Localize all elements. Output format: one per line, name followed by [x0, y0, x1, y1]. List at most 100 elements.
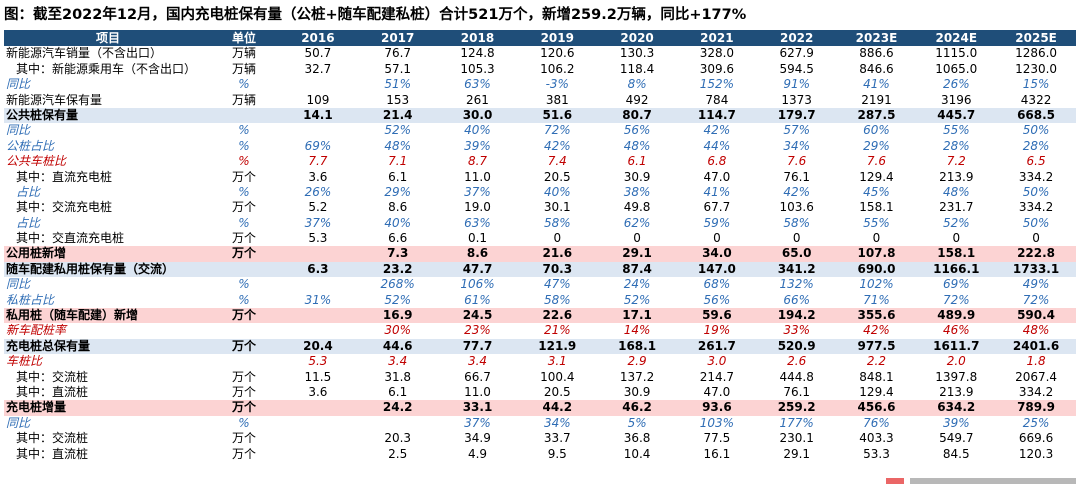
value-cell: [278, 447, 358, 462]
table-row: 其中：交流桩 万个 20.3 34.9 33.7 36.8 77.5 230.1 403.3 54…: [4, 431, 1076, 446]
value-cell: 10.4: [623, 446, 651, 461]
value-cell: 38%: [623, 184, 651, 199]
value-cell: [278, 277, 358, 292]
row-unit: 万个: [231, 369, 256, 384]
value-cell: 19%: [703, 323, 731, 338]
value-cell: 381: [545, 92, 569, 107]
row-label: 充电桩增量: [6, 400, 67, 415]
value-cell: 76.1: [783, 169, 811, 184]
value-cell: 29%: [863, 138, 890, 153]
value-cell: 62%: [623, 215, 651, 230]
value-cell: 0: [792, 231, 801, 246]
value-cell: 627.9: [779, 46, 814, 61]
row-unit: %: [238, 123, 250, 138]
value-cell: 1166.1: [933, 261, 980, 276]
value-cell: 334.2: [1018, 169, 1054, 184]
value-cell: [278, 431, 358, 446]
value-cell: 22.6: [542, 308, 573, 323]
value-cell: 63%: [464, 77, 491, 92]
value-cell: 7.7: [308, 154, 328, 169]
header-cell: 2021: [700, 31, 734, 45]
value-cell: [278, 308, 358, 323]
value-cell: 2191: [861, 92, 892, 107]
value-cell: 58%: [543, 292, 571, 307]
value-cell: 61%: [464, 292, 491, 307]
value-cell: 124.8: [460, 46, 495, 61]
value-cell: 9.5: [547, 446, 567, 461]
value-cell: 16.1: [703, 446, 731, 461]
value-cell: 76.7: [384, 46, 412, 61]
value-cell: 2067.4: [1015, 369, 1058, 384]
value-cell: 4.9: [467, 446, 488, 461]
row-label: 新能源汽车保有量: [6, 92, 103, 107]
value-cell: 6.8: [707, 154, 727, 169]
value-cell: 80.7: [622, 107, 652, 122]
table-row: 新车配桩率 30% 23% 21% 14% 19% 33% 42% 46% 48%: [4, 323, 1076, 338]
value-cell: 130.3: [619, 46, 655, 61]
value-cell: 0: [952, 231, 961, 246]
value-cell: 21%: [543, 323, 571, 338]
value-cell: 7.1: [388, 154, 408, 169]
value-cell: 42%: [703, 123, 731, 138]
row-unit: 万个: [231, 384, 256, 399]
row-label: 同比: [6, 123, 31, 138]
value-cell: 129.4: [859, 169, 894, 184]
value-cell: 42%: [783, 184, 811, 199]
value-cell: 132%: [779, 277, 814, 292]
value-cell: 47.0: [703, 384, 731, 399]
value-cell: [278, 323, 358, 338]
value-cell: 14.1: [303, 107, 333, 122]
value-cell: 91%: [783, 77, 811, 92]
value-cell: 28%: [1022, 138, 1050, 153]
table-row: 其中：直流桩 万个 2.5 4.9 9.5 10.4 16.1 29.1 53.3 84.5 120…: [4, 447, 1076, 462]
value-cell: 42%: [543, 138, 571, 153]
value-cell: 87.4: [622, 261, 652, 276]
value-cell: 106%: [460, 277, 495, 292]
value-cell: 147.0: [697, 261, 736, 276]
value-cell: 37%: [464, 184, 491, 199]
value-cell: 4322: [1020, 92, 1052, 107]
row-label: 公用桩新增: [6, 246, 67, 261]
table-row: 占比% 37% 40% 63% 58% 62% 59% 58% 55% 52% 50%: [4, 216, 1076, 231]
value-cell: [278, 77, 358, 92]
value-cell: 231.7: [939, 200, 974, 215]
value-cell: 36.8: [623, 431, 651, 446]
value-cell: 51.6: [542, 107, 573, 122]
value-cell: 50%: [1022, 215, 1050, 230]
table-row: 新能源汽车销量（不含出口） 万辆 50.7 76.7 124.8 120.6 130.3 32…: [4, 46, 1076, 61]
value-cell: 153: [386, 92, 410, 107]
row-label: 其中：直流充电桩: [16, 169, 113, 184]
value-cell: 7.2: [946, 154, 966, 169]
value-cell: 6.1: [388, 384, 408, 399]
value-cell: 5.3: [308, 354, 328, 369]
row-label: 随车配建私用桩保有量（交流）: [6, 261, 175, 276]
value-cell: 51%: [384, 77, 412, 92]
value-cell: 39%: [464, 138, 491, 153]
value-cell: 403.3: [859, 431, 894, 446]
table-body: 新能源汽车销量（不含出口） 万辆 50.7 76.7 124.8 120.6 130.3 32…: [4, 46, 1076, 462]
table-row: 充电桩增量 万个 24.2 33.1 44.2 46.2 93.6 259.2 456.6 634…: [4, 400, 1076, 416]
value-cell: 52%: [623, 292, 651, 307]
value-cell: 70.3: [542, 261, 573, 276]
value-cell: 1611.7: [933, 338, 980, 353]
charging-pile-table: 项目 单位 2016 2017 2018 2019 2020 2021 2022 2023E 202…: [4, 30, 1076, 462]
header-cell: 2016: [301, 31, 335, 45]
value-cell: 37%: [304, 215, 332, 230]
row-unit: [210, 323, 278, 338]
row-unit: 万辆: [231, 92, 256, 107]
table-row: 公用桩新增 万个 7.3 8.6 21.6 29.1 34.0 65.0 107.8 158.1 2…: [4, 246, 1076, 262]
value-cell: 17.1: [622, 308, 652, 323]
table-row: 随车配建私用桩保有量（交流） 6.3 23.2 47.7 70.3 87.4 147.0 34…: [4, 261, 1076, 278]
value-cell: 44.6: [382, 338, 413, 353]
row-unit: 万个: [231, 231, 256, 246]
value-cell: 30.9: [623, 384, 651, 399]
value-cell: 3.0: [707, 354, 727, 369]
table-row: 同比% 51% 63% -3% 8% 152% 91% 41% 26% 15%: [4, 77, 1076, 92]
value-cell: 58%: [783, 215, 811, 230]
value-cell: 28%: [942, 138, 970, 153]
value-cell: 0.1: [467, 231, 488, 246]
value-cell: [358, 416, 438, 431]
value-cell: 102%: [859, 277, 894, 292]
header-cell: 2020: [620, 31, 654, 45]
value-cell: 456.6: [857, 400, 896, 415]
